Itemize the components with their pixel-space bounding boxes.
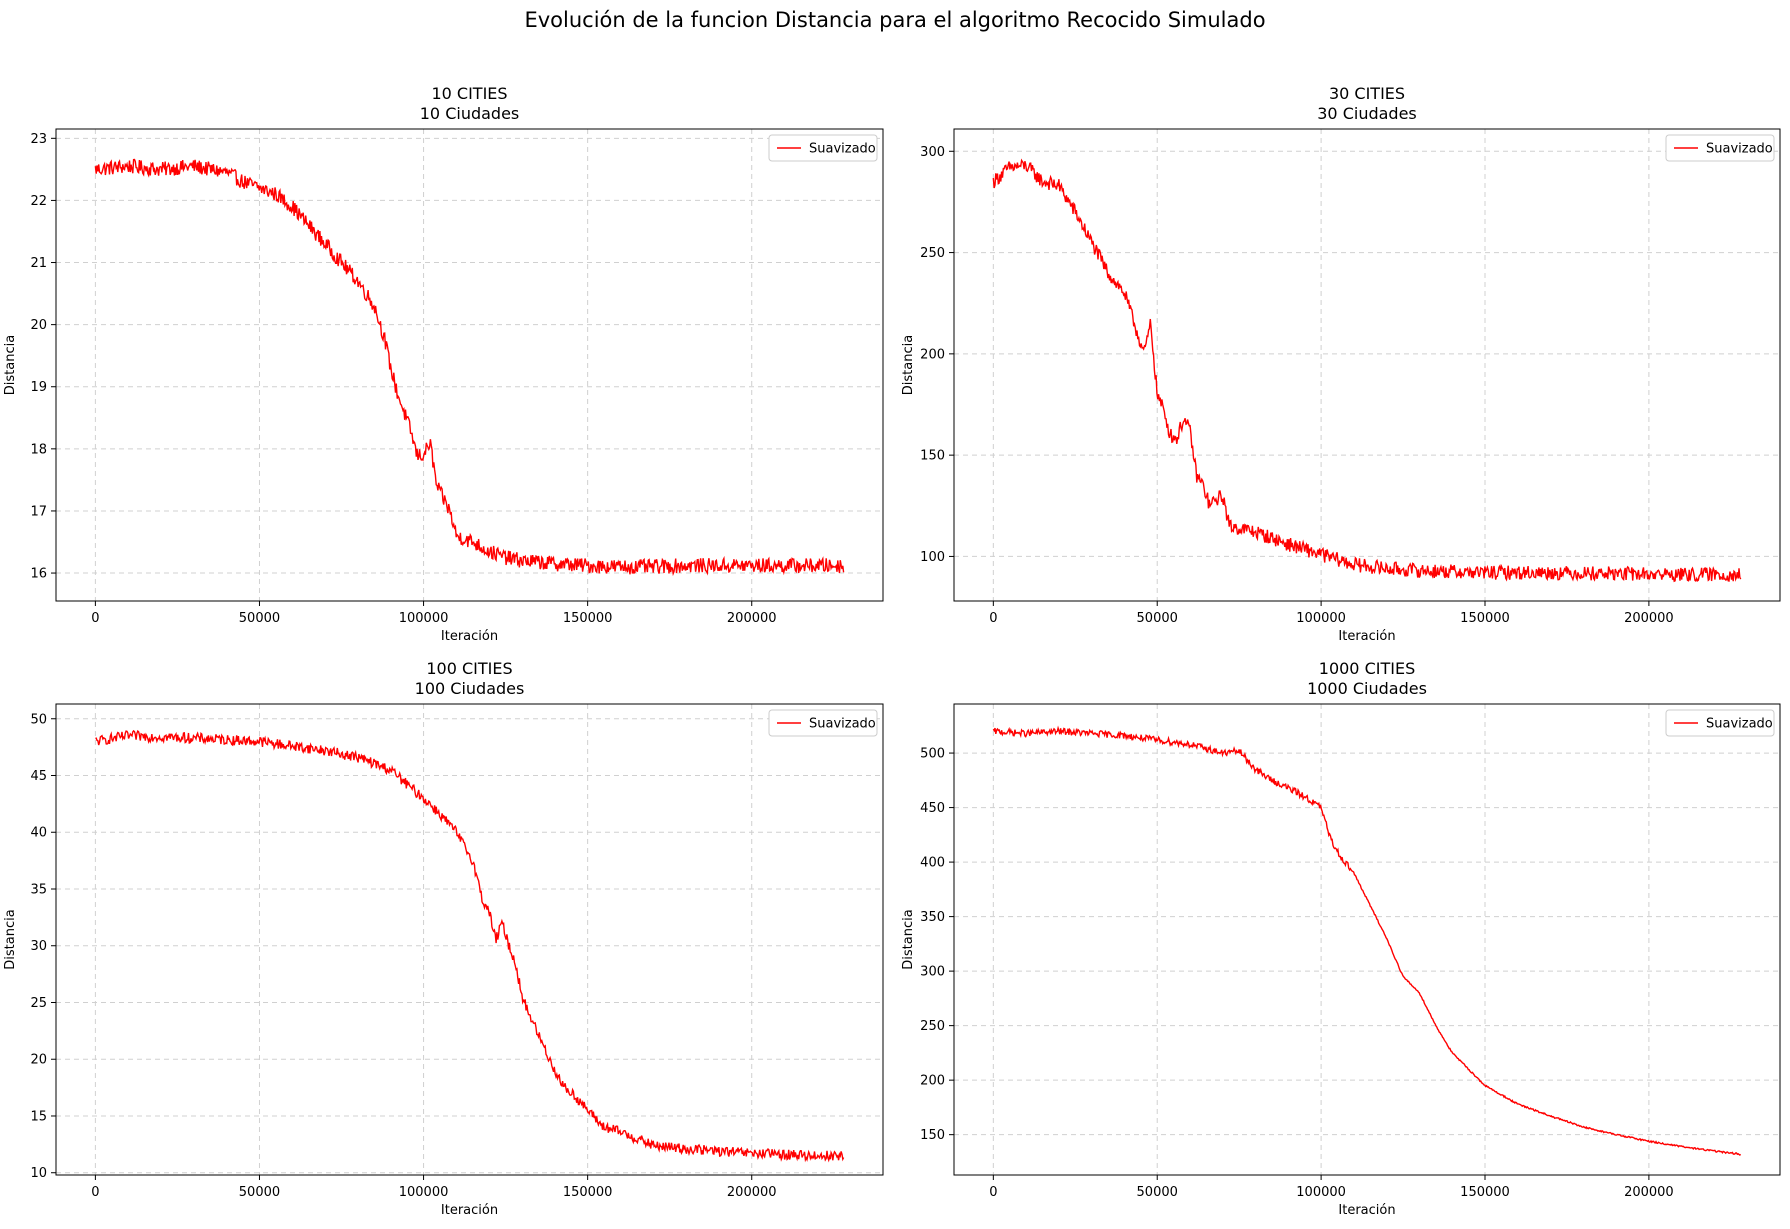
x-tick-label: 50000 <box>239 1185 280 1200</box>
x-tick-label: 100000 <box>399 1185 449 1200</box>
x-tick-label: 200000 <box>727 1185 777 1200</box>
y-tick-label: 19 <box>30 380 47 395</box>
subplot-subtitle: 10 Ciudades <box>420 104 520 123</box>
subplot-title: 10 CITIES <box>431 84 507 103</box>
y-tick-label: 21 <box>30 256 47 271</box>
figure-title: Evolución de la funcion Distancia para e… <box>524 8 1266 32</box>
x-tick-label: 0 <box>989 611 997 626</box>
y-tick-label: 50 <box>30 712 47 727</box>
y-tick-label: 15 <box>30 1109 47 1124</box>
y-axis-label: Distancia <box>901 909 916 969</box>
subplot-subtitle: 30 Ciudades <box>1317 104 1417 123</box>
series-line <box>992 725 1742 1156</box>
subplot-subtitle: 100 Ciudades <box>415 679 525 698</box>
y-tick-label: 200 <box>920 347 945 362</box>
axes-frame <box>55 128 884 602</box>
y-tick-label: 150 <box>920 449 945 464</box>
x-tick-label: 200000 <box>1624 1185 1674 1200</box>
legend-box <box>768 709 878 737</box>
x-axis-label: Iteración <box>441 629 498 644</box>
x-tick-label: 150000 <box>1460 611 1510 626</box>
series-line <box>992 158 1742 583</box>
y-axis-label: Distancia <box>3 335 18 395</box>
x-tick-label: 100000 <box>1296 1185 1346 1200</box>
y-tick-label: 17 <box>30 504 47 519</box>
y-tick-label: 20 <box>30 318 47 333</box>
axes-frame <box>953 128 1781 602</box>
x-tick-label: 50000 <box>1137 1185 1178 1200</box>
legend-label: Suavizado <box>1706 717 1773 732</box>
y-axis-label: Distancia <box>3 909 18 969</box>
axes-frame <box>953 703 1781 1176</box>
x-axis-label: Iteración <box>1338 629 1395 644</box>
y-tick-label: 400 <box>920 856 945 871</box>
y-tick-label: 22 <box>30 194 47 209</box>
x-tick-label: 150000 <box>563 611 613 626</box>
x-tick-label: 100000 <box>399 611 449 626</box>
y-tick-label: 300 <box>920 145 945 160</box>
x-tick-label: 0 <box>91 1185 99 1200</box>
series-line <box>95 729 845 1163</box>
series-line <box>94 158 845 577</box>
x-tick-label: 150000 <box>1460 1185 1510 1200</box>
subplot-title: 100 CITIES <box>426 659 512 678</box>
y-tick-label: 250 <box>920 1019 945 1034</box>
x-axis-label: Iteración <box>1338 1203 1395 1218</box>
y-tick-label: 18 <box>30 442 47 457</box>
legend-label: Suavizado <box>1706 142 1773 157</box>
y-tick-label: 250 <box>920 246 945 261</box>
legend-label: Suavizado <box>809 142 876 157</box>
y-tick-label: 150 <box>920 1128 945 1143</box>
x-axis-label: Iteración <box>441 1203 498 1218</box>
y-tick-label: 450 <box>920 801 945 816</box>
x-tick-label: 200000 <box>727 611 777 626</box>
y-tick-label: 10 <box>30 1166 47 1181</box>
x-tick-label: 0 <box>91 611 99 626</box>
y-tick-label: 40 <box>30 826 47 841</box>
y-tick-label: 350 <box>920 910 945 925</box>
y-tick-label: 500 <box>920 747 945 762</box>
y-tick-label: 35 <box>30 882 47 897</box>
axes-frame <box>55 703 884 1176</box>
x-tick-label: 50000 <box>1137 611 1178 626</box>
x-tick-label: 150000 <box>563 1185 613 1200</box>
y-tick-label: 23 <box>30 132 47 147</box>
y-tick-label: 16 <box>30 567 47 582</box>
x-tick-label: 200000 <box>1624 611 1674 626</box>
y-axis-label: Distancia <box>901 335 916 395</box>
subplot-title: 1000 CITIES <box>1319 659 1415 678</box>
y-tick-label: 100 <box>920 550 945 565</box>
subplot-subtitle: 1000 Ciudades <box>1307 679 1427 698</box>
x-tick-label: 0 <box>989 1185 997 1200</box>
x-tick-label: 100000 <box>1296 611 1346 626</box>
y-tick-label: 25 <box>30 996 47 1011</box>
legend-label: Suavizado <box>809 717 876 732</box>
x-tick-label: 50000 <box>239 611 280 626</box>
y-tick-label: 30 <box>30 939 47 954</box>
legend-box <box>1665 709 1775 737</box>
y-tick-label: 300 <box>920 965 945 980</box>
subplot-title: 30 CITIES <box>1329 84 1405 103</box>
y-tick-label: 20 <box>30 1053 47 1068</box>
legend-box <box>768 134 878 162</box>
legend-box <box>1665 134 1775 162</box>
y-tick-label: 200 <box>920 1074 945 1089</box>
y-tick-label: 45 <box>30 769 47 784</box>
